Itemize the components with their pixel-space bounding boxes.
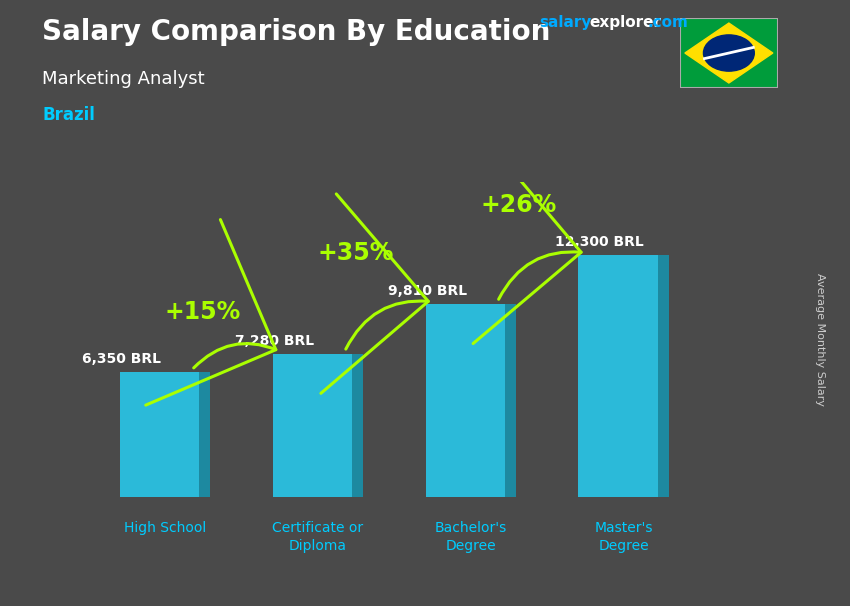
Text: explorer: explorer xyxy=(589,15,661,30)
Text: Brazil: Brazil xyxy=(42,106,95,124)
Polygon shape xyxy=(273,353,352,497)
Polygon shape xyxy=(352,353,363,497)
FancyArrowPatch shape xyxy=(145,219,276,405)
Text: Certificate or
Diploma: Certificate or Diploma xyxy=(272,521,364,553)
Polygon shape xyxy=(120,372,200,497)
Text: High School: High School xyxy=(124,521,207,534)
Text: Salary Comparison By Education: Salary Comparison By Education xyxy=(42,18,551,46)
Text: Average Monthly Salary: Average Monthly Salary xyxy=(815,273,825,406)
Polygon shape xyxy=(200,372,210,497)
Polygon shape xyxy=(578,255,658,497)
Text: .com: .com xyxy=(648,15,689,30)
Text: salary: salary xyxy=(540,15,592,30)
Text: Master's
Degree: Master's Degree xyxy=(594,521,653,553)
Polygon shape xyxy=(426,304,505,497)
Polygon shape xyxy=(658,255,669,497)
Text: Bachelor's
Degree: Bachelor's Degree xyxy=(434,521,507,553)
Text: 9,810 BRL: 9,810 BRL xyxy=(388,284,467,298)
Text: 6,350 BRL: 6,350 BRL xyxy=(82,352,161,366)
Text: +15%: +15% xyxy=(164,299,241,324)
Text: Marketing Analyst: Marketing Analyst xyxy=(42,70,205,88)
Polygon shape xyxy=(685,23,773,83)
Text: 7,280 BRL: 7,280 BRL xyxy=(235,334,314,348)
Circle shape xyxy=(704,35,754,71)
Text: 12,300 BRL: 12,300 BRL xyxy=(555,235,644,248)
Polygon shape xyxy=(505,304,516,497)
Text: +26%: +26% xyxy=(480,193,557,218)
Text: +35%: +35% xyxy=(317,241,394,264)
FancyArrowPatch shape xyxy=(321,194,428,393)
FancyArrowPatch shape xyxy=(473,144,581,344)
